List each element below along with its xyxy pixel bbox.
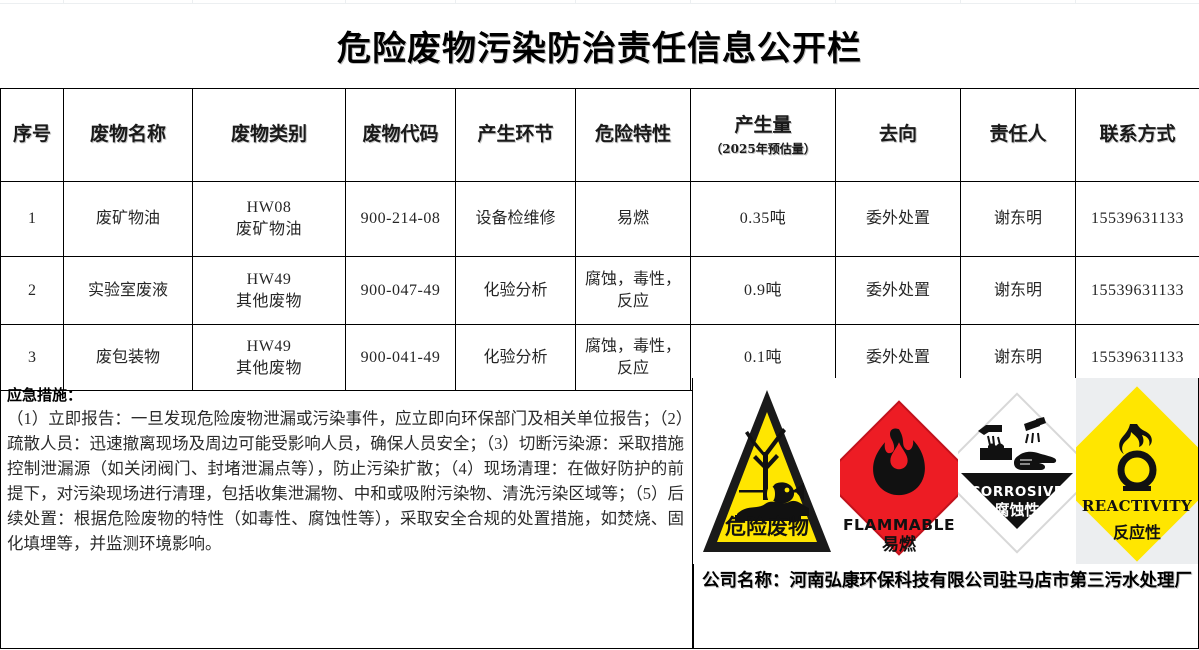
cell-waste-name: 废矿物油 [63,181,193,257]
cell-responsible-person: 谢东明 [960,181,1076,257]
category-code: HW49 [246,270,292,288]
col-header-hazard-property: 危险特性 [575,88,691,182]
cell-generation-amount: 0.9吨 [690,256,836,325]
cell-waste-name: 实验室废液 [63,256,193,325]
category-code: HW49 [246,337,292,355]
reactivity-icon: REACTIVITY 反应性 [1076,378,1198,564]
col-header-waste-name: 废物名称 [63,88,193,182]
cell-waste-code: 900-214-08 [345,181,456,257]
reactivity-sign: REACTIVITY 反应性 [1076,378,1198,564]
waste-inventory-table: 序号 废物名称 废物类别 废物代码 产生环节 危险特性 产生量 （2025年预估… [0,88,1199,391]
category-code: HW08 [246,199,292,217]
cell-destination: 委外处置 [835,181,961,257]
col-header-waste-code: 废物代码 [345,88,456,182]
col-header-index: 序号 [0,88,64,182]
col-header-responsible-person: 责任人 [960,88,1076,182]
bottom-section: 应急措施： （1）立即报告：一旦发现危险废物泄漏或污染事件，应立即向环保部门及相… [0,378,1199,650]
cell-generation-stage: 化验分析 [455,324,576,391]
spreadsheet-grid-hint [0,0,1199,4]
category-name: 其他废物 [235,292,302,310]
corrosive-icon: CORROSIVE 腐蚀性 [958,392,1076,554]
corrosive-label-cn: 腐蚀性 [994,501,1039,519]
cell-waste-code: 900-047-49 [345,256,456,325]
cell-waste-name: 废包装物 [63,324,193,391]
cell-hazard-property: 易燃 [575,181,691,257]
cell-index: 1 [0,181,64,257]
col-header-waste-category: 废物类别 [192,88,346,182]
col-header-destination: 去向 [835,88,961,182]
company-name-panel: 公司名称：河南弘康环保科技有限公司驻马店市第三污水处理厂 [693,564,1199,649]
hazard-pictogram-strip: 危险废物 FLAMMABLE 易燃 [693,378,1199,564]
category-name: 其他废物 [235,359,302,377]
cell-contact: 15539631133 [1075,181,1199,257]
cell-destination: 委外处置 [835,256,961,325]
table-header-row: 序号 废物名称 废物类别 废物代码 产生环节 危险特性 产生量 （2025年预估… [0,88,1199,182]
reactivity-label-en: REACTIVITY [1082,497,1192,515]
emergency-measures-title: 应急措施： [7,386,83,404]
flammable-icon: FLAMMABLE 易燃 [840,400,958,556]
corrosive-label-en: CORROSIVE [970,484,1063,500]
hazardous-waste-sign: 危险废物 [693,378,840,564]
page-title: 危险废物污染防治责任信息公开栏 [337,29,862,69]
cell-index: 3 [0,324,64,391]
emergency-measures-text: （1）立即报告：一旦发现危险废物泄漏或污染事件，应立即向环保部门及相关单位报告；… [7,409,684,554]
cell-responsible-person: 谢东明 [960,256,1076,325]
col-header-amount-note: （2025年预估量） [710,141,816,156]
cell-generation-stage: 化验分析 [455,256,576,325]
reactivity-label-cn: 反应性 [1113,523,1161,542]
cell-generation-stage: 设备检维修 [455,181,576,257]
flammable-sign: FLAMMABLE 易燃 [840,378,958,564]
cell-waste-code: 900-041-49 [345,324,456,391]
corrosive-sign: CORROSIVE 腐蚀性 [958,378,1076,564]
col-header-generation-stage: 产生环节 [455,88,576,182]
cell-hazard-property: 腐蚀，毒性，反应 [575,324,691,391]
board-title-band: 危险废物污染防治责任信息公开栏 [0,3,1199,88]
table-row: 2 实验室废液 HW49 其他废物 900-047-49 化验分析 腐蚀，毒性，… [0,256,1199,325]
cell-waste-category: HW08 废矿物油 [192,181,346,257]
cell-contact: 15539631133 [1075,256,1199,325]
col-header-contact: 联系方式 [1075,88,1199,182]
emergency-measures-panel: 应急措施： （1）立即报告：一旦发现危险废物泄漏或污染事件，应立即向环保部门及相… [0,378,693,649]
flammable-label-cn: 易燃 [882,534,917,555]
cell-index: 2 [0,256,64,325]
cell-waste-category: HW49 其他废物 [192,256,346,325]
flammable-label-en: FLAMMABLE [843,516,955,534]
cell-waste-category: HW49 其他废物 [192,324,346,391]
cell-hazard-property: 腐蚀，毒性，反应 [575,256,691,325]
category-name: 废矿物油 [235,221,302,238]
company-name: 公司名称：河南弘康环保科技有限公司驻马店市第三污水处理厂 [702,571,1192,591]
table-row: 1 废矿物油 HW08 废矿物油 900-214-08 设备检维修 易燃 0.3… [0,181,1199,257]
cell-generation-amount: 0.35吨 [690,181,836,257]
hazardous-waste-label: 危险废物 [725,515,809,539]
hazardous-waste-icon: 危险废物 [701,386,833,556]
col-header-generation-amount: 产生量 （2025年预估量） [690,88,836,182]
